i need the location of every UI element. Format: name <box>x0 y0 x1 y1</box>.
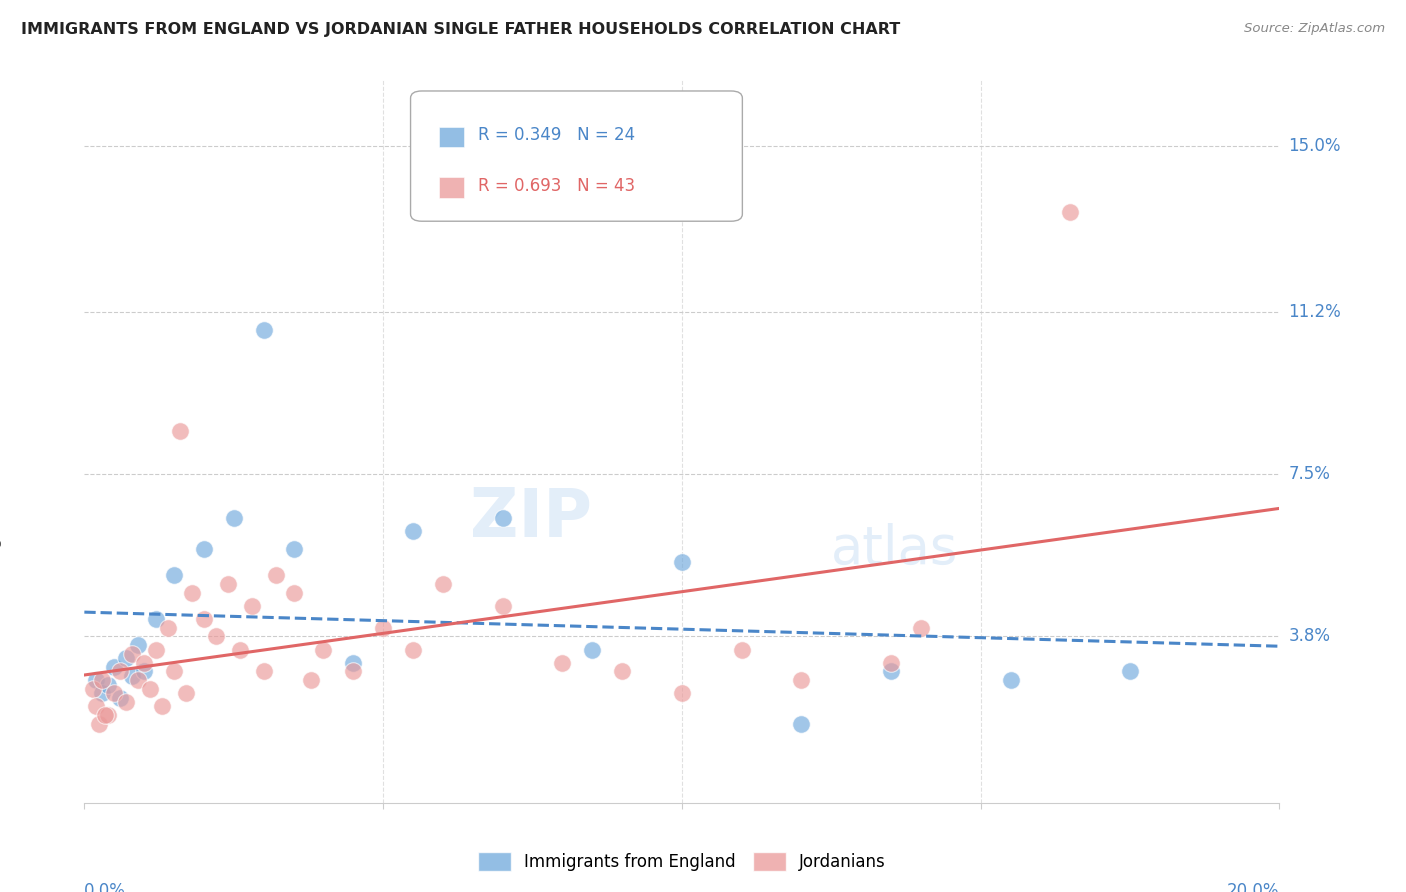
Point <box>731 642 754 657</box>
Point <box>110 665 132 679</box>
Point <box>103 660 125 674</box>
Point <box>671 555 693 569</box>
Point <box>240 599 263 613</box>
Text: 15.0%: 15.0% <box>1288 137 1341 155</box>
Point <box>139 681 162 696</box>
Point <box>127 638 149 652</box>
Text: 11.2%: 11.2% <box>1288 303 1341 321</box>
Point <box>174 686 197 700</box>
Text: 0.0%: 0.0% <box>84 881 127 892</box>
Point <box>551 656 574 670</box>
Point <box>97 708 120 723</box>
Point <box>127 673 149 688</box>
Point <box>492 599 515 613</box>
Point <box>342 656 364 670</box>
Point <box>880 665 903 679</box>
Point <box>103 686 125 700</box>
Point <box>880 656 903 670</box>
Point <box>492 511 515 525</box>
Text: Single Father Households: Single Father Households <box>0 377 3 572</box>
Point <box>157 621 180 635</box>
Point <box>373 621 395 635</box>
Point <box>283 541 305 556</box>
Point <box>121 647 143 661</box>
Point <box>671 686 693 700</box>
Text: atlas: atlas <box>831 523 959 574</box>
Point <box>145 612 167 626</box>
Point <box>110 690 132 705</box>
Text: 3.8%: 3.8% <box>1288 627 1330 646</box>
Point <box>312 642 335 657</box>
Point <box>402 642 425 657</box>
Point <box>432 577 454 591</box>
Point <box>193 612 215 626</box>
Point <box>115 651 138 665</box>
Point <box>205 629 228 643</box>
Point <box>89 717 111 731</box>
Text: 20.0%: 20.0% <box>1227 881 1279 892</box>
Point <box>163 665 186 679</box>
Point <box>1000 673 1022 688</box>
Point <box>910 621 932 635</box>
Point <box>145 642 167 657</box>
Point <box>283 585 305 599</box>
Point <box>115 695 138 709</box>
Point <box>253 665 276 679</box>
Point <box>86 699 108 714</box>
Point <box>132 656 156 670</box>
Point <box>790 717 813 731</box>
Point <box>163 568 186 582</box>
Point <box>253 323 276 337</box>
Point <box>301 673 323 688</box>
Point <box>1119 665 1142 679</box>
Point <box>1059 204 1081 219</box>
Point <box>581 642 603 657</box>
Text: ZIP: ZIP <box>470 485 592 551</box>
Point <box>222 511 245 525</box>
Legend: Immigrants from England, Jordanians: Immigrants from England, Jordanians <box>471 845 893 878</box>
Point <box>193 541 215 556</box>
Point <box>132 665 156 679</box>
Point <box>121 669 143 683</box>
Point <box>86 673 108 688</box>
Point <box>82 681 104 696</box>
Point <box>181 585 204 599</box>
Text: Source: ZipAtlas.com: Source: ZipAtlas.com <box>1244 22 1385 36</box>
Point <box>150 699 173 714</box>
Point <box>97 677 120 691</box>
Point <box>229 642 252 657</box>
Text: IMMIGRANTS FROM ENGLAND VS JORDANIAN SINGLE FATHER HOUSEHOLDS CORRELATION CHART: IMMIGRANTS FROM ENGLAND VS JORDANIAN SIN… <box>21 22 900 37</box>
Point <box>342 665 364 679</box>
Point <box>402 524 425 539</box>
Point <box>91 686 114 700</box>
Point <box>612 665 634 679</box>
Point <box>790 673 813 688</box>
Point <box>217 577 239 591</box>
Text: R = 0.693   N = 43: R = 0.693 N = 43 <box>478 177 636 194</box>
Point <box>91 673 114 688</box>
Point <box>264 568 287 582</box>
Text: R = 0.349   N = 24: R = 0.349 N = 24 <box>478 126 636 144</box>
Point <box>169 424 191 438</box>
Point <box>94 708 117 723</box>
Text: 7.5%: 7.5% <box>1288 466 1330 483</box>
